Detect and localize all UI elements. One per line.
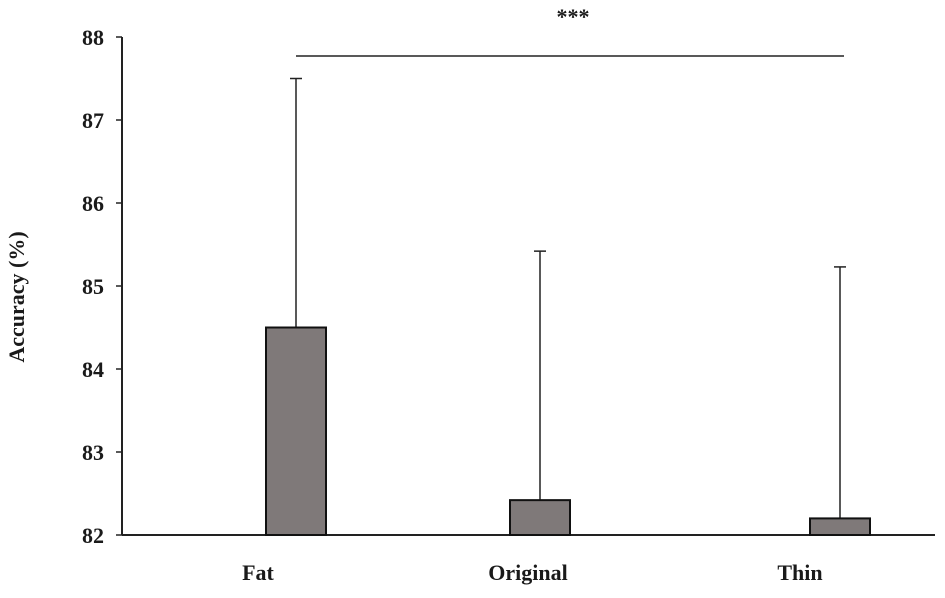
- y-tick-label: 83: [82, 440, 104, 465]
- y-ticks: 82 83 84 85 86 87 88: [82, 25, 122, 548]
- bar-fat: [265, 326, 327, 536]
- bars: [265, 326, 871, 537]
- y-axis-title: Accuracy (%): [4, 231, 29, 362]
- significance-annotation: ***: [296, 4, 844, 57]
- y-tick-label: 86: [82, 191, 104, 216]
- x-tick-labels: Fat Original Thin: [242, 560, 823, 585]
- y-tick-label: 88: [82, 25, 104, 50]
- x-tick-label: Fat: [242, 560, 274, 585]
- bar-original: [509, 499, 571, 537]
- x-tick-label: Original: [488, 560, 567, 585]
- error-bars: [290, 77, 846, 519]
- y-tick-label: 84: [82, 357, 104, 382]
- axes: [121, 37, 935, 536]
- x-tick-label: Thin: [777, 560, 822, 585]
- y-tick-label: 85: [82, 274, 104, 299]
- bar-thin: [809, 517, 871, 537]
- y-tick-label: 87: [82, 108, 104, 133]
- significance-stars: ***: [557, 4, 590, 29]
- y-tick-label: 82: [82, 523, 104, 548]
